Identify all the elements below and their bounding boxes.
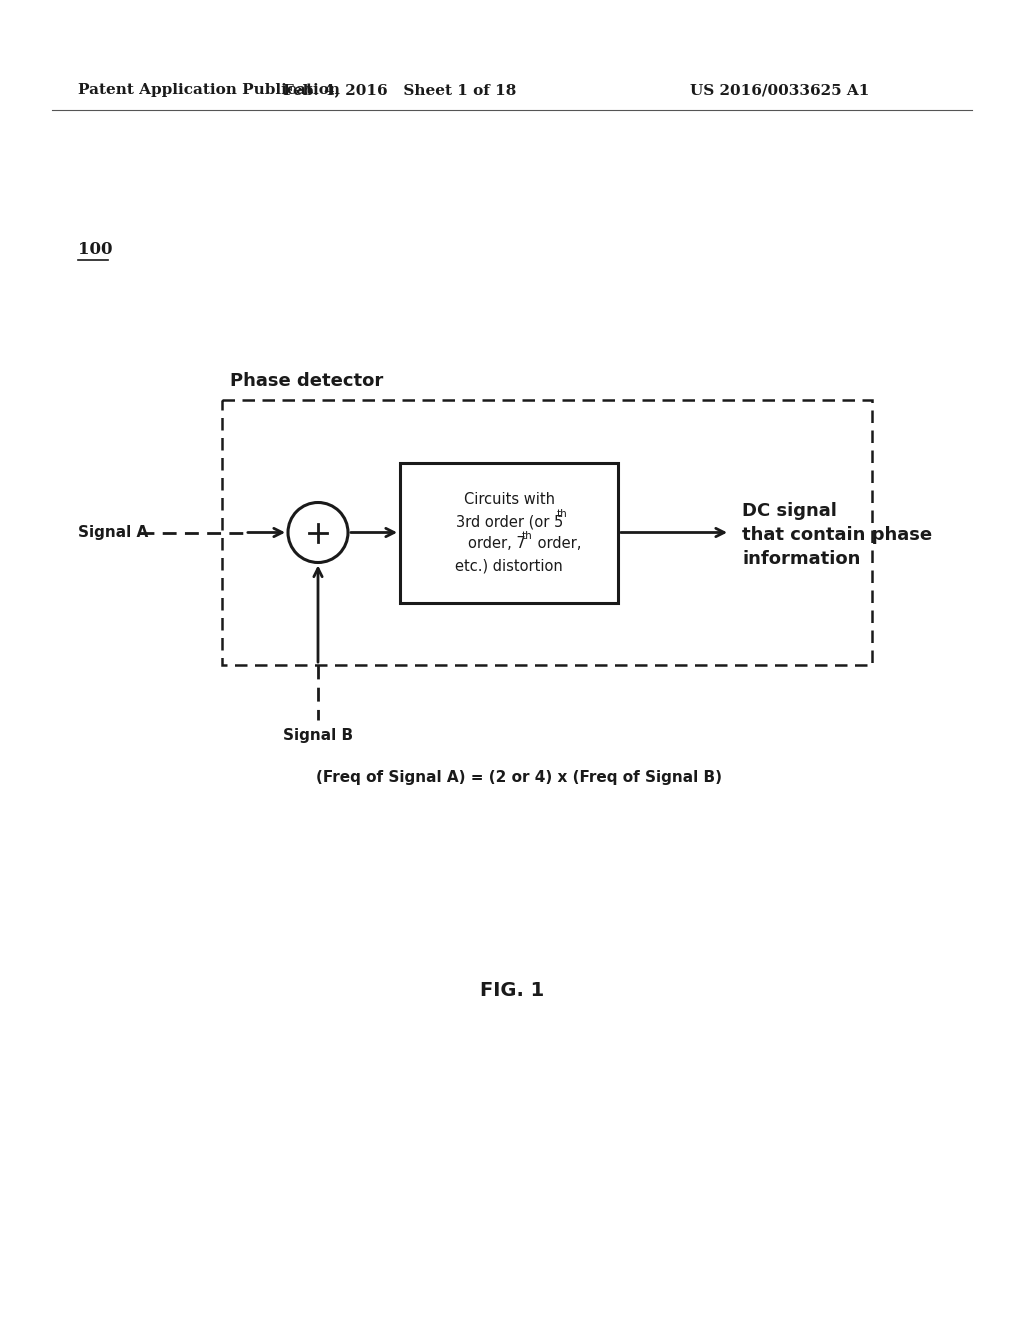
Text: FIG. 1: FIG. 1 <box>480 981 544 999</box>
Text: order,: order, <box>534 536 582 552</box>
Text: th: th <box>522 531 532 541</box>
Text: 3rd order (or 5: 3rd order (or 5 <box>457 515 563 529</box>
Text: Feb. 4, 2016   Sheet 1 of 18: Feb. 4, 2016 Sheet 1 of 18 <box>284 83 517 96</box>
Text: Signal A: Signal A <box>78 525 148 540</box>
Text: information: information <box>742 550 860 569</box>
Text: order, 7: order, 7 <box>468 536 526 552</box>
Text: th: th <box>557 510 567 519</box>
Bar <box>222 400 872 665</box>
Text: Circuits with: Circuits with <box>464 492 555 507</box>
Text: DC signal: DC signal <box>742 502 837 520</box>
Text: Signal B: Signal B <box>283 729 353 743</box>
Text: US 2016/0033625 A1: US 2016/0033625 A1 <box>690 83 869 96</box>
Text: (Freq of Signal A) = (2 or 4) x (Freq of Signal B): (Freq of Signal A) = (2 or 4) x (Freq of… <box>316 770 722 785</box>
Text: Phase detector: Phase detector <box>230 372 383 389</box>
Text: Patent Application Publication: Patent Application Publication <box>78 83 340 96</box>
Text: that contain phase: that contain phase <box>742 527 932 544</box>
Text: etc.) distortion: etc.) distortion <box>455 558 563 573</box>
Text: 100: 100 <box>78 242 113 257</box>
Bar <box>400 463 618 603</box>
